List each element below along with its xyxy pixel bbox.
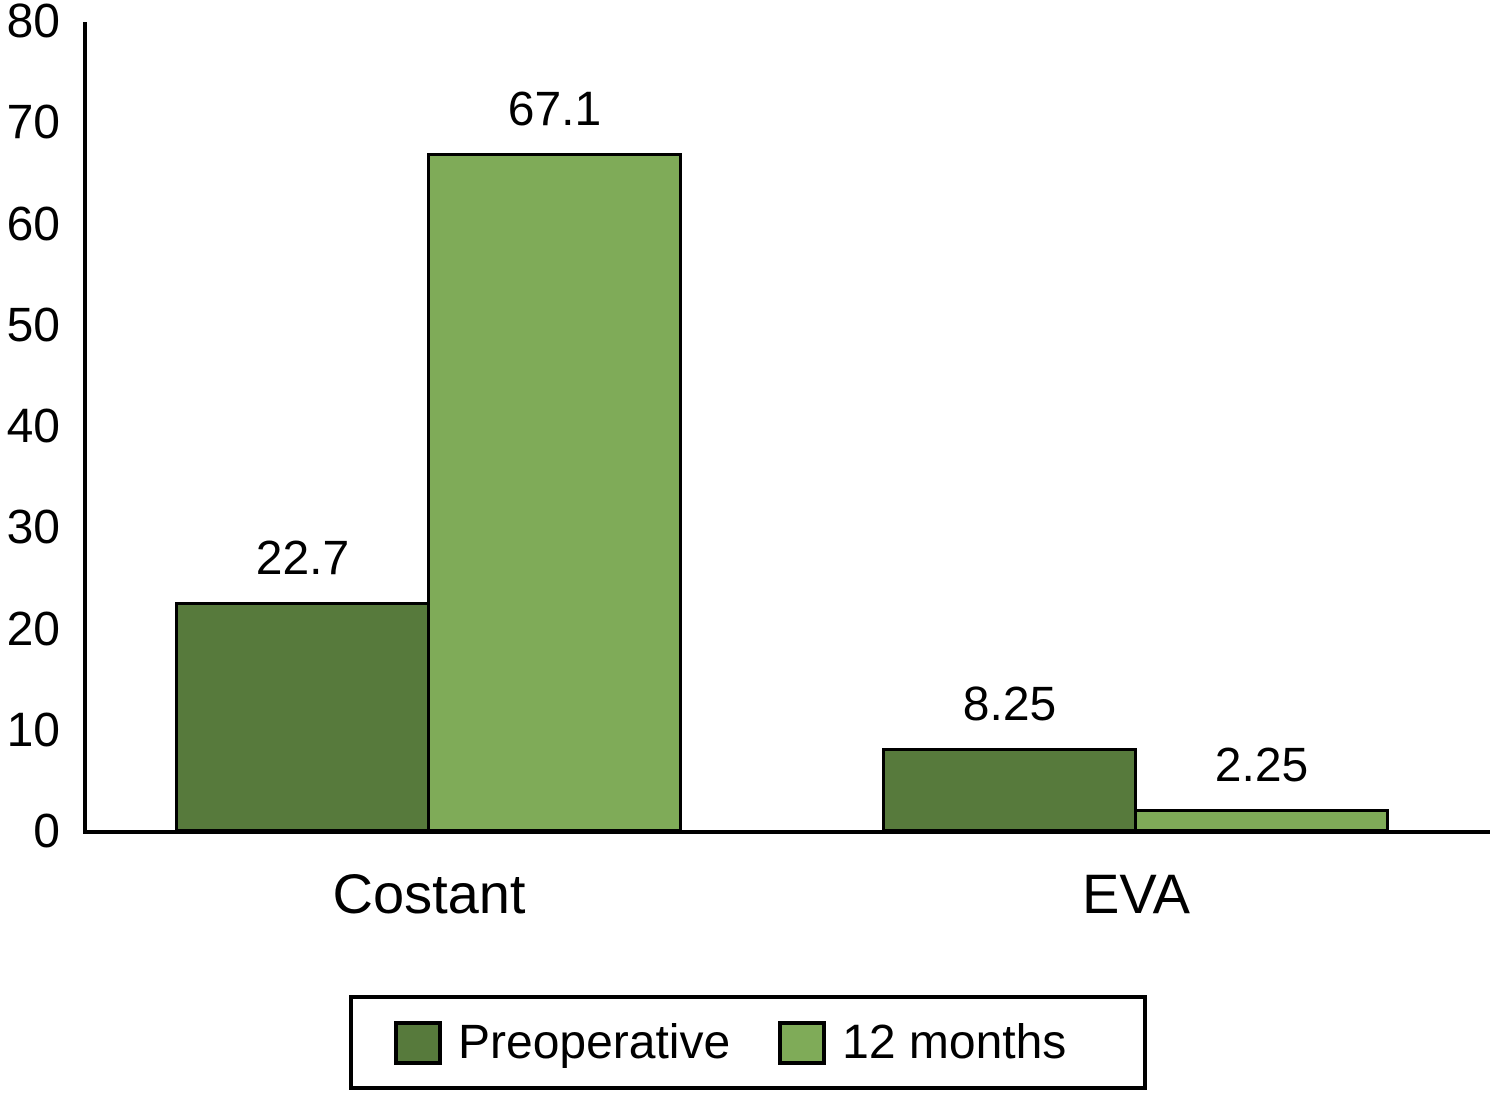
value-label-eva-preoperative: 8.25 <box>962 678 1057 732</box>
y-tick-label-70: 70 <box>6 96 60 150</box>
category-label-eva: EVA <box>1082 862 1190 925</box>
value-label-eva-12-months: 2.25 <box>1214 739 1309 793</box>
y-axis-line <box>83 22 87 834</box>
bar-costant-preoperative <box>175 602 430 832</box>
y-tick-label-10: 10 <box>6 703 60 757</box>
legend-label-preoperative: Preoperative <box>458 1015 731 1069</box>
legend-swatch-preoperative <box>394 1020 442 1065</box>
legend-label-12-months: 12 months <box>842 1015 1067 1069</box>
y-tick-label-60: 60 <box>6 197 60 251</box>
y-tick-label-30: 30 <box>6 501 60 555</box>
y-tick-label-50: 50 <box>6 298 60 352</box>
y-tick-label-20: 20 <box>6 602 60 656</box>
legend-box: Preoperative 12 months <box>349 995 1147 1090</box>
legend-item-preoperative: Preoperative <box>394 1015 731 1069</box>
x-axis-line <box>83 830 1490 834</box>
value-label-costant-12-months: 67.1 <box>507 82 602 136</box>
legend-swatch-12-months <box>778 1020 827 1065</box>
legend-item-12-months: 12 months <box>778 1015 1067 1069</box>
bar-eva-preoperative <box>882 748 1137 832</box>
y-tick-label-0: 0 <box>33 805 60 858</box>
bar-costant-12-months <box>427 152 682 832</box>
category-label-costant: Costant <box>332 862 526 925</box>
bar-eva-12-months <box>1134 809 1389 832</box>
y-tick-label-40: 40 <box>6 400 60 453</box>
value-label-costant-preoperative: 22.7 <box>255 532 350 586</box>
y-tick-label-80: 80 <box>6 0 60 48</box>
